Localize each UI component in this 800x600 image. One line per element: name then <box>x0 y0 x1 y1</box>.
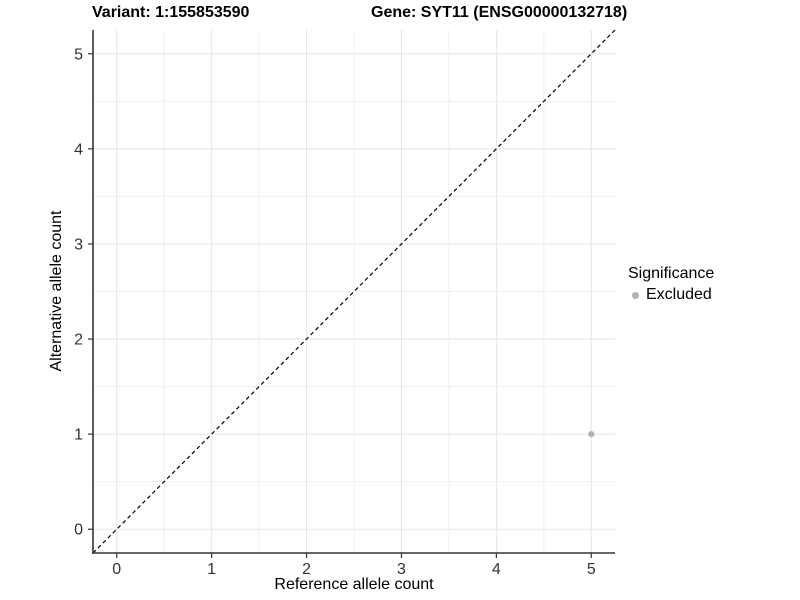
legend: Significance Excluded <box>628 265 714 304</box>
y-tick-label: 1 <box>74 427 83 444</box>
y-tick-label: 2 <box>74 332 83 349</box>
y-tick-label: 5 <box>74 46 83 63</box>
legend-title: Significance <box>628 265 715 282</box>
y-axis-title: Alternative allele count <box>48 210 65 372</box>
x-axis-title: Reference allele count <box>274 576 434 593</box>
x-tick-label: 5 <box>587 561 596 578</box>
plot-title-variant: Variant: 1:155853590 <box>92 4 250 21</box>
x-tick-label: 3 <box>397 561 406 578</box>
legend-entry-excluded: Excluded <box>628 286 714 304</box>
plot-title-gene: Gene: SYT11 (ENSG00000132718) <box>371 4 628 21</box>
x-tick-label: 4 <box>492 561 501 578</box>
x-tick-label: 2 <box>302 561 311 578</box>
y-tick-label: 4 <box>74 141 83 158</box>
y-tick-label: 0 <box>74 522 83 539</box>
y-tick-label: 3 <box>74 236 83 253</box>
x-tick-label: 1 <box>207 561 216 578</box>
legend-entry-label: Excluded <box>646 286 712 303</box>
legend-point-icon <box>632 291 639 299</box>
data-point <box>588 431 595 438</box>
x-tick-label: 0 <box>112 561 121 578</box>
